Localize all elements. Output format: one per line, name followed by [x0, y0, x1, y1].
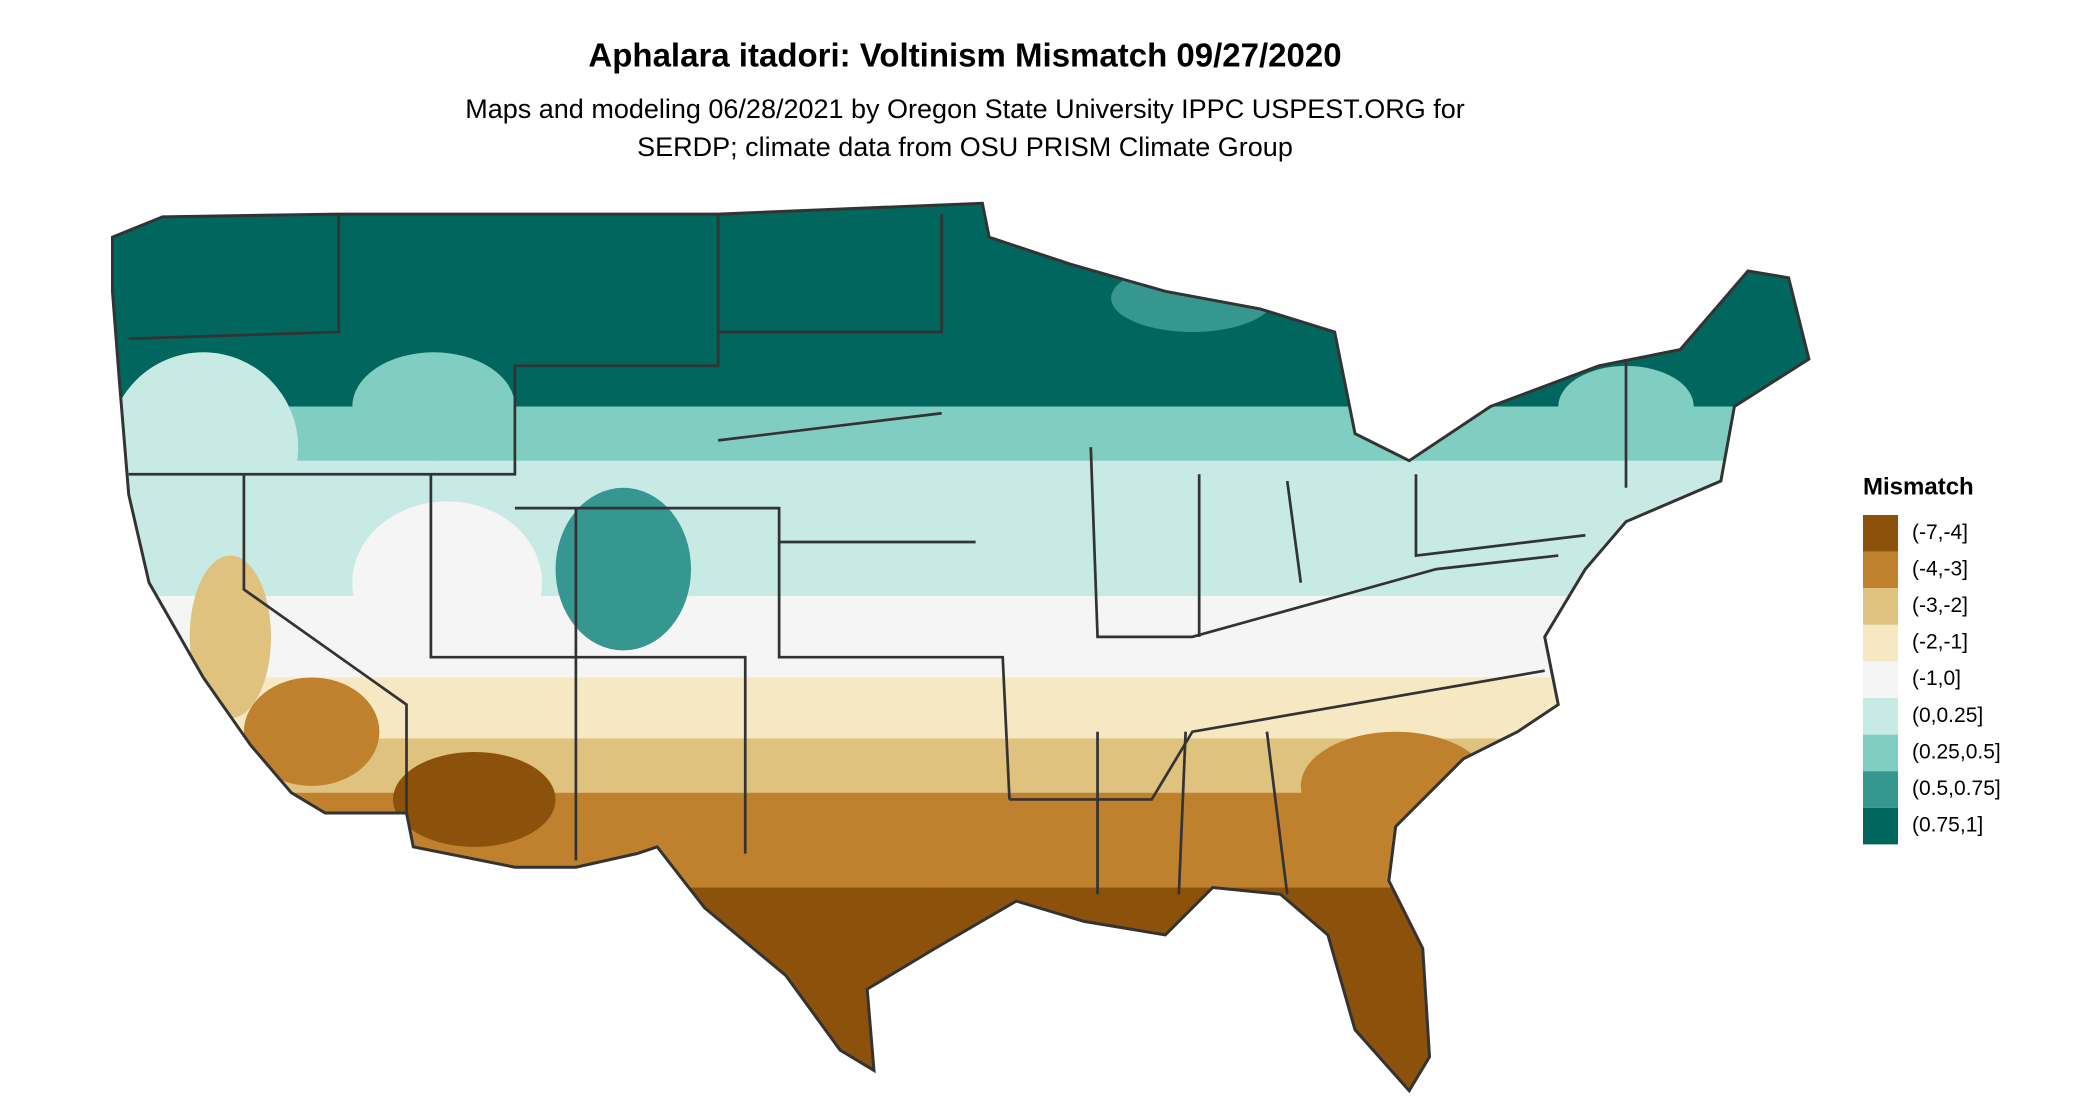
legend-swatch: [1863, 771, 1898, 808]
title: Aphalara itadori: Voltinism Mismatch 09/…: [588, 37, 1341, 74]
legend-swatch: [1863, 698, 1898, 735]
map-region: [112, 792, 1809, 888]
legend-label: (-2,-1]: [1912, 631, 1968, 654]
subtitle: SERDP; climate data from OSU PRISM Clima…: [637, 132, 1293, 162]
legend-label: (0.25,0.5]: [1912, 740, 2001, 763]
map-region: [826, 894, 1071, 1003]
legend-swatch: [1863, 588, 1898, 625]
state-borders: [128, 214, 1628, 895]
legend-label: (0,0.25]: [1912, 704, 1983, 727]
map-region: [1300, 731, 1491, 841]
legend-label: (-4,-3]: [1912, 557, 1968, 580]
map-fill: [112, 203, 1809, 1091]
map-region: [112, 596, 1809, 678]
legend-label: (-3,-2]: [1912, 594, 1968, 617]
legend-swatch: [1863, 551, 1898, 589]
map-region: [112, 460, 1809, 597]
legend-label: (-7,-4]: [1912, 521, 1968, 544]
map: [110, 201, 1811, 1093]
map-region: [243, 677, 380, 786]
legend: (-7,-4] (-4,-3] (-3,-2] (-2,-1] (-1,0] (0,0.2…: [1863, 515, 2001, 845]
legend-swatch: [1863, 807, 1898, 845]
map-region: [1111, 264, 1274, 332]
map-region: [555, 487, 692, 651]
legend-label: (0.5,0.75]: [1912, 777, 2001, 800]
map-region: [189, 555, 271, 719]
subtitle: Maps and modeling 06/28/2021 by Oregon S…: [465, 94, 1465, 124]
legend-swatch: [1863, 734, 1898, 772]
legend-label: (0.75,1]: [1912, 814, 1983, 837]
legend-swatch: [1863, 515, 1898, 552]
map-region: [112, 352, 299, 543]
map-region: [352, 501, 542, 664]
legend-swatch: [1863, 624, 1898, 662]
map-region: [352, 352, 515, 461]
legend-label: (-1,0]: [1912, 667, 1961, 690]
legend-title: Mismatch: [1863, 473, 1974, 500]
map-region: [392, 752, 556, 847]
legend-swatch: [1863, 661, 1898, 698]
